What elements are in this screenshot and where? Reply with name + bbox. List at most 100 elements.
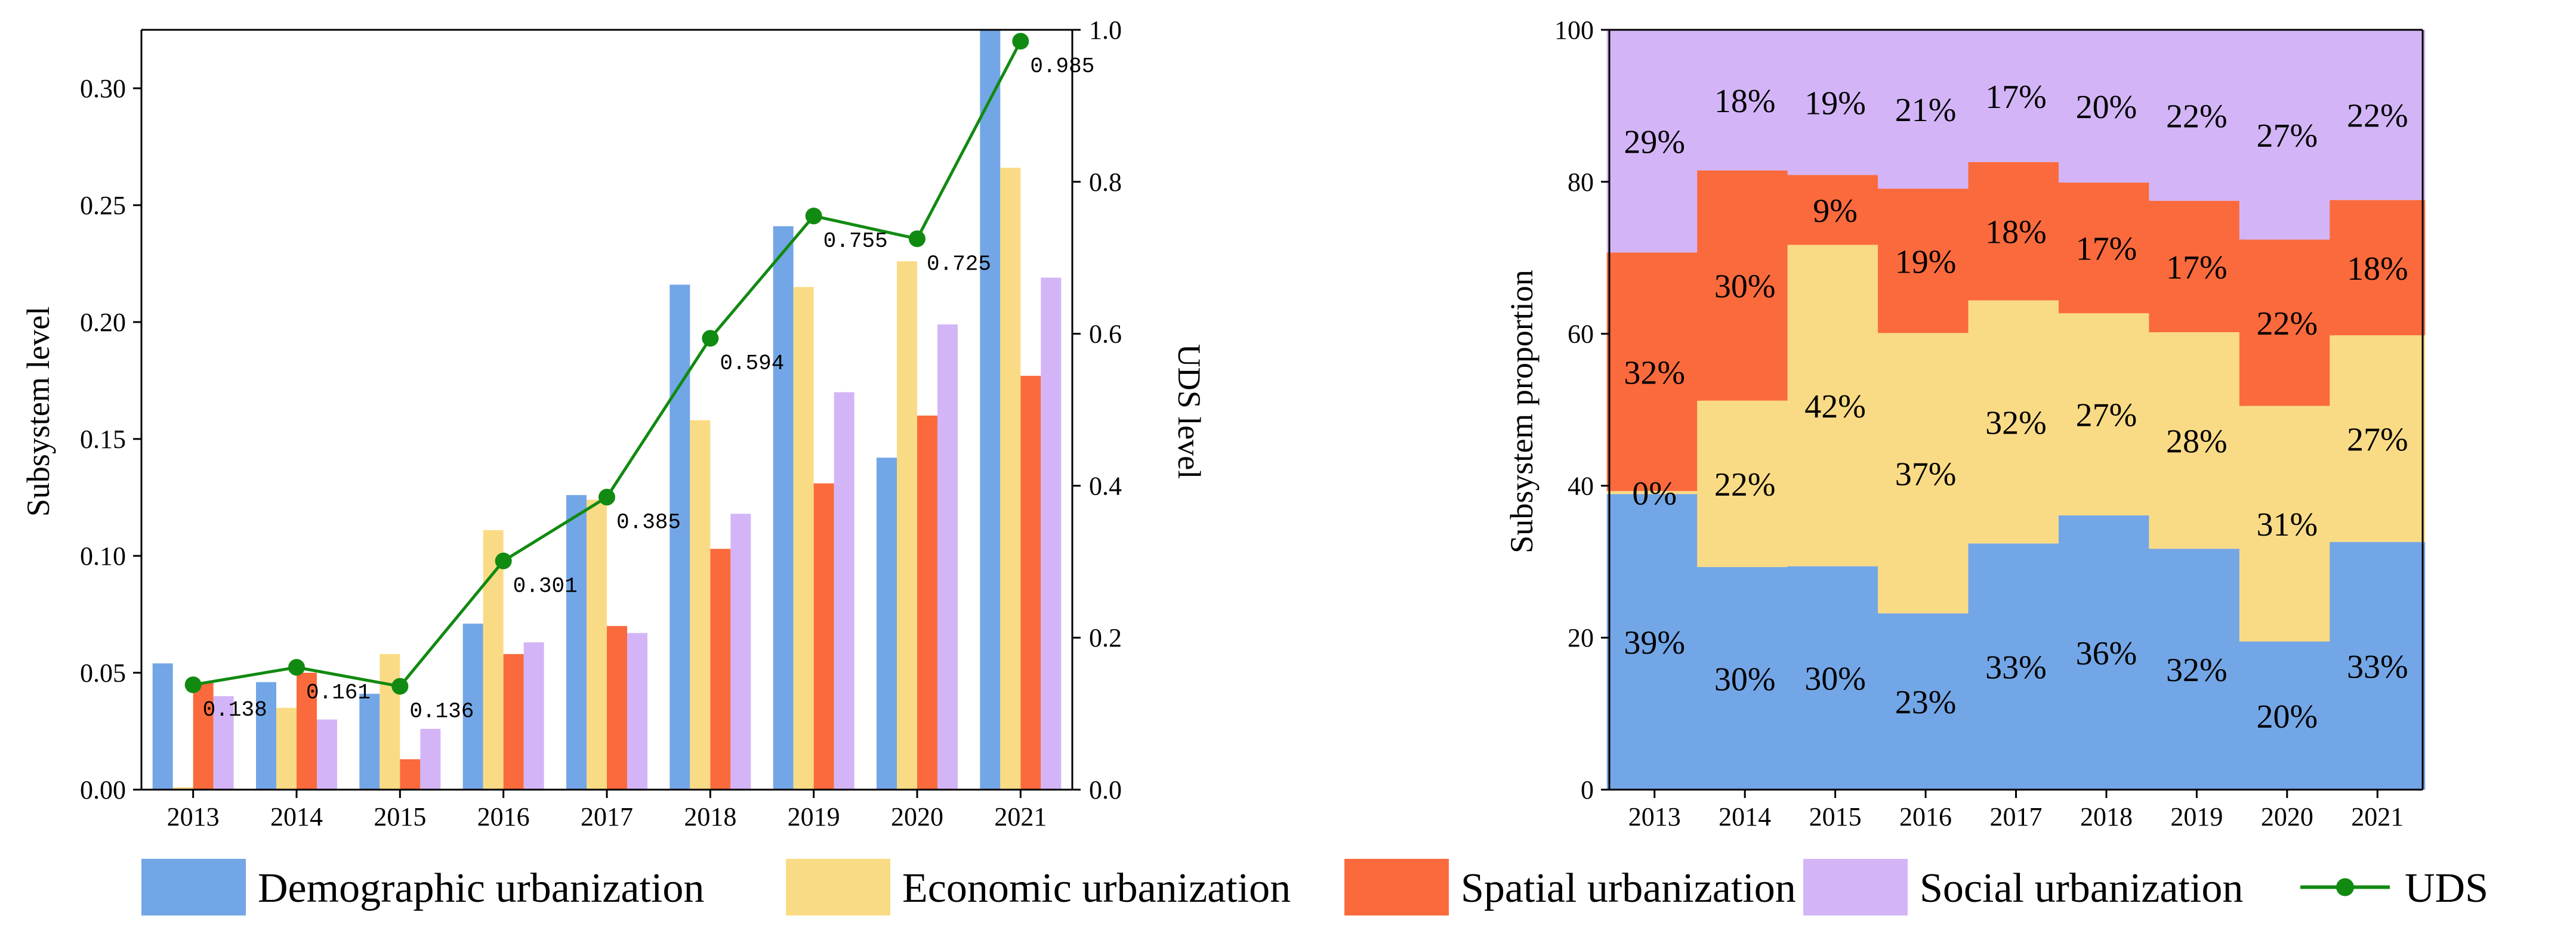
bar-economic-2017	[587, 499, 607, 790]
left-x-tick-label: 2021	[994, 802, 1047, 831]
stack-label-spatial-2019: 17%	[2166, 249, 2228, 286]
stack-label-economic-2013: 0%	[1632, 475, 1677, 512]
stack-social-2020	[2239, 30, 2335, 240]
uds-data-label: 0.725	[927, 252, 991, 276]
stack-spatial-2017	[1968, 162, 2064, 301]
stack-economic-2016	[1878, 333, 1974, 614]
stack-spatial-2021	[2330, 200, 2426, 336]
legend-label-social: Social urbanization	[1920, 865, 2243, 911]
uds-point-2015	[391, 678, 409, 695]
left-x-tick-label: 2019	[788, 802, 840, 831]
stack-label-economic-2015: 42%	[1804, 388, 1866, 425]
bar-economic-2019	[793, 287, 814, 790]
bar-spatial-2013	[193, 682, 214, 790]
legend-label-uds: UDS	[2405, 865, 2488, 911]
left-x-tick-label: 2020	[891, 802, 943, 831]
stack-label-social-2015: 19%	[1804, 85, 1866, 122]
stack-spatial-2019	[2149, 200, 2245, 333]
proportion-x-tick-label: 2017	[1990, 802, 2043, 831]
uds-data-label: 0.385	[616, 511, 681, 535]
stack-label-economic-2018: 27%	[2076, 397, 2137, 434]
stack-label-social-2018: 20%	[2076, 89, 2137, 126]
left-x-tick-label: 2017	[581, 802, 633, 831]
proportion-x-tick-label: 2021	[2351, 802, 2404, 831]
stack-label-spatial-2020: 22%	[2257, 305, 2318, 342]
stack-spatial-2015	[1787, 175, 1883, 245]
stack-label-demographic-2018: 36%	[2076, 635, 2137, 672]
stack-spatial-2016	[1878, 188, 1974, 333]
left-chart-subsystem-level: 0.138 0.161 0.136 0.301 0.385 0.594 0.755 0.725…	[20, 16, 1207, 831]
stack-economic-2021	[2330, 335, 2426, 542]
stack-label-spatial-2018: 17%	[2076, 231, 2137, 268]
stack-label-demographic-2019: 32%	[2166, 652, 2228, 689]
stack-label-spatial-2014: 30%	[1714, 268, 1776, 305]
stack-demographic-2018	[2058, 515, 2154, 790]
stack-social-2014	[1697, 30, 1793, 171]
legend-swatch-economic	[786, 859, 890, 915]
uds-line-group: 0.138 0.161 0.136 0.301 0.385 0.594 0.755 0.725…	[184, 33, 1094, 724]
bar-demographic-2020	[877, 457, 897, 790]
bar-social-2015	[420, 729, 441, 790]
stack-label-economic-2016: 37%	[1895, 456, 1957, 493]
bar-demographic-2021	[980, 30, 1001, 790]
bar-spatial-2018	[710, 549, 731, 790]
stack-social-2018	[2058, 30, 2154, 183]
stack-label-social-2020: 27%	[2257, 117, 2318, 154]
uds-point-2019	[805, 208, 822, 225]
stack-label-demographic-2017: 33%	[1985, 649, 2047, 686]
stack-label-social-2013: 29%	[1624, 124, 1685, 161]
uds-point-2020	[909, 230, 925, 248]
right-chart-subsystem-proportion: 39% 0% 32% 29% 30% 22% 30% 18% 30% 42% 9% 19% 23% 37%…	[1504, 16, 2426, 831]
left-y-tick-label: 0.20	[80, 308, 126, 337]
stack-label-spatial-2021: 18%	[2347, 250, 2408, 287]
stack-label-demographic-2021: 33%	[2347, 648, 2408, 685]
stack-label-social-2021: 22%	[2347, 98, 2408, 135]
stacked-bars-group	[1606, 30, 2426, 790]
proportion-x-tick-label: 2018	[2080, 802, 2133, 831]
stack-spatial-2013	[1606, 252, 1702, 491]
proportion-y-tick-label: 100	[1554, 16, 1594, 45]
stack-label-spatial-2015: 9%	[1813, 193, 1858, 230]
bar-economic-2021	[1000, 168, 1021, 790]
bar-economic-2018	[690, 420, 711, 790]
uds-y-tick-label: 0.6	[1089, 320, 1122, 349]
stack-economic-2019	[2149, 332, 2245, 549]
bar-demographic-2014	[256, 682, 276, 790]
left-x-tick-label: 2014	[270, 802, 323, 831]
stack-demographic-2014	[1697, 567, 1793, 790]
left-y-tick-label: 0.00	[80, 775, 126, 805]
left-x-tick-label: 2013	[167, 802, 220, 831]
stack-label-economic-2014: 22%	[1714, 466, 1776, 503]
bar-economic-2015	[380, 654, 400, 790]
uds-data-label: 0.985	[1030, 54, 1094, 79]
bar-demographic-2015	[359, 694, 380, 790]
stack-spatial-2014	[1697, 170, 1793, 401]
proportion-x-tick-label: 2014	[1719, 802, 1771, 831]
stack-economic-2013	[1606, 491, 1702, 494]
left-y-axis-title: Subsystem level	[20, 307, 56, 516]
stack-label-economic-2019: 28%	[2166, 423, 2228, 460]
stack-demographic-2015	[1787, 566, 1883, 790]
uds-y-tick-label: 0.8	[1089, 168, 1122, 197]
stack-label-social-2019: 22%	[2166, 98, 2228, 135]
bar-demographic-2017	[566, 495, 587, 790]
bar-economic-2014	[276, 707, 297, 790]
bar-demographic-2019	[773, 226, 794, 790]
uds-y-tick-label: 0.0	[1089, 775, 1122, 805]
legend-swatch-demographic	[141, 859, 246, 915]
stack-label-economic-2021: 27%	[2347, 421, 2408, 458]
stack-economic-2020	[2239, 406, 2335, 642]
stack-label-spatial-2017: 18%	[1985, 214, 2047, 251]
stack-social-2016	[1878, 30, 1974, 189]
stack-economic-2018	[2058, 313, 2154, 516]
bar-social-2019	[834, 392, 854, 790]
legend: Demographic urbanization Economic urbaniz…	[141, 859, 2488, 915]
stack-label-social-2017: 17%	[1985, 79, 2047, 116]
bar-spatial-2017	[607, 626, 627, 790]
left-y-tick-label: 0.05	[80, 658, 126, 688]
left-bars-group	[152, 30, 1062, 790]
bar-economic-2016	[483, 530, 504, 790]
stack-social-2013	[1606, 30, 1702, 253]
stack-label-spatial-2016: 19%	[1895, 243, 1957, 280]
bar-spatial-2019	[813, 483, 834, 790]
